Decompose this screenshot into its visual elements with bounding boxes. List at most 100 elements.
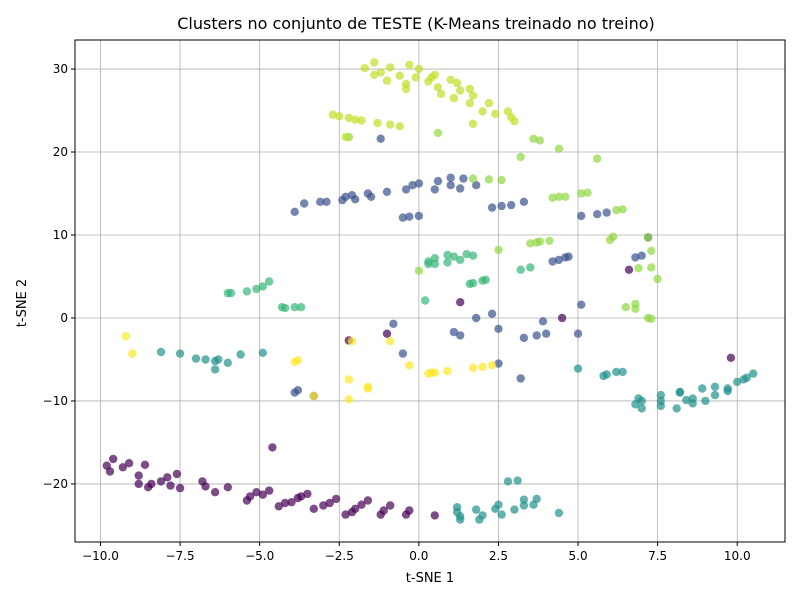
scatter-point-cluster-3 (265, 277, 274, 286)
scatter-point-cluster-3 (242, 287, 252, 296)
scatter-point-cluster-2 (156, 347, 166, 357)
scatter-point-cluster-0 (210, 488, 220, 497)
scatter-point-cluster-4 (529, 134, 538, 143)
scatter-point-cluster-5 (449, 93, 459, 103)
scatter-point-cluster-4 (535, 237, 544, 246)
grid (75, 40, 785, 542)
scatter-point-cluster-5 (452, 78, 462, 88)
scatter-point-cluster-3 (280, 303, 290, 313)
scatter-point-cluster-2 (175, 349, 185, 358)
scatter-point-cluster-1 (548, 257, 557, 266)
scatter-point-cluster-2 (710, 390, 720, 400)
scatter-point-cluster-3 (468, 278, 478, 288)
scatter-point-cluster-0 (379, 506, 388, 515)
scatter-point-cluster-1 (631, 253, 640, 262)
scatter-point-cluster-0 (274, 502, 283, 511)
scatter-point-cluster-6 (478, 362, 487, 372)
axis-ticks: −10.0 −7.5 −5.0 −2.5 0.0 2.5 5.0 7.5 10.0 −20 −10 0… (43, 62, 751, 563)
scatter-point-cluster-3 (443, 250, 452, 260)
scatter-point-cluster-0 (456, 298, 465, 307)
scatter-point-cluster-5 (401, 79, 411, 89)
scatter-point-cluster-3 (430, 254, 439, 263)
scatter-point-cluster-5 (382, 76, 392, 85)
x-tick-label: −5.0 (245, 549, 274, 563)
scatter-point-cluster-1 (564, 252, 573, 261)
scatter-point-cluster-0 (172, 469, 182, 479)
scatter-point-cluster-6 (430, 368, 439, 377)
scatter-point-cluster-0 (325, 498, 334, 508)
scatter-point-cluster-6 (386, 337, 395, 346)
scatter-point-cluster-0 (309, 504, 318, 513)
plot-frame (74, 39, 786, 543)
x-tick-label: 7.5 (648, 549, 667, 563)
scatter-point-cluster-5 (370, 58, 379, 67)
scatter-point-cluster-1 (538, 317, 548, 326)
scatter-point-cluster-1 (376, 134, 385, 143)
scatter-point-cluster-4 (577, 189, 586, 198)
scatter-point-cluster-1 (472, 181, 481, 190)
scatter-point-cluster-0 (175, 483, 185, 493)
scatter-point-cluster-5 (370, 70, 379, 80)
scatter-point-cluster-5 (478, 107, 487, 116)
scatter-point-cluster-5 (344, 113, 353, 123)
scatter-point-cluster-2 (656, 396, 665, 406)
scatter-point-cluster-5 (411, 73, 420, 82)
scatter-point-cluster-5 (446, 75, 455, 85)
scatter-point-cluster-3 (252, 284, 261, 294)
scatter-point-cluster-1 (516, 374, 525, 383)
scatter-point-cluster-3 (456, 255, 465, 265)
scatter-point-cluster-0 (357, 500, 366, 509)
scatter-point-cluster-1 (398, 213, 408, 222)
scatter-point-cluster-1 (366, 192, 376, 201)
scatter-point-cluster-5 (510, 117, 519, 126)
scatter-point-cluster-1 (487, 203, 497, 212)
scatter-point-cluster-0 (280, 498, 290, 508)
scatter-point-cluster-2 (682, 395, 691, 405)
scatter-point-cluster-5 (373, 118, 382, 128)
scatter-point-cluster-3 (226, 288, 236, 298)
scatter-point-cluster-1 (456, 331, 465, 340)
scatter-point-cluster-5 (468, 119, 478, 128)
scatter-point-cluster-6 (128, 349, 137, 358)
scatter-point-cluster-5 (484, 98, 494, 108)
scatter-point-cluster-0 (430, 511, 439, 520)
y-tick-label: 10 (53, 228, 68, 242)
scatter-point-cluster-0 (109, 454, 118, 464)
scatter-point-cluster-0 (363, 496, 373, 505)
scatter-point-cluster-1 (532, 331, 541, 340)
scatter-point-cluster-5 (360, 63, 369, 73)
scatter-point-cluster-1 (577, 211, 586, 221)
scatter-point-cluster-1 (449, 327, 459, 337)
scatter-point-cluster-1 (554, 255, 564, 265)
data-points (102, 58, 758, 524)
scatter-point-cluster-3 (443, 258, 452, 267)
scatter-point-cluster-0 (726, 353, 736, 362)
scatter-point-cluster-2 (494, 500, 503, 509)
scatter-point-cluster-2 (513, 476, 522, 485)
scatter-point-cluster-2 (710, 382, 720, 391)
scatter-point-cluster-2 (478, 511, 487, 520)
scatter-point-cluster-1 (472, 313, 481, 323)
scatter-point-cluster-2 (510, 505, 519, 514)
y-tick-label: 30 (53, 62, 68, 76)
scatter-point-cluster-0 (252, 488, 261, 497)
scatter-point-cluster-3 (258, 282, 267, 291)
scatter-point-cluster-4 (621, 303, 630, 312)
scatter-point-cluster-2 (214, 355, 223, 364)
scatter-point-cluster-1 (382, 187, 392, 196)
scatter-point-cluster-0 (386, 501, 395, 510)
scatter-point-cluster-0 (351, 504, 360, 513)
x-tick-label: −7.5 (165, 549, 194, 563)
scatter-point-cluster-4 (554, 192, 564, 201)
scatter-point-cluster-0 (319, 501, 328, 510)
scatter-point-cluster-4 (545, 236, 554, 245)
x-tick-label: 10.0 (724, 549, 751, 563)
scatter-point-cluster-6 (363, 384, 373, 393)
scatter-point-cluster-3 (449, 252, 459, 261)
scatter-point-cluster-3 (462, 249, 471, 259)
scatter-point-cluster-1 (322, 197, 331, 206)
scatter-point-cluster-1 (519, 333, 529, 343)
scatter-point-cluster-0 (405, 506, 414, 515)
scatter-point-cluster-0 (287, 498, 296, 507)
scatter-point-cluster-1 (487, 309, 497, 318)
